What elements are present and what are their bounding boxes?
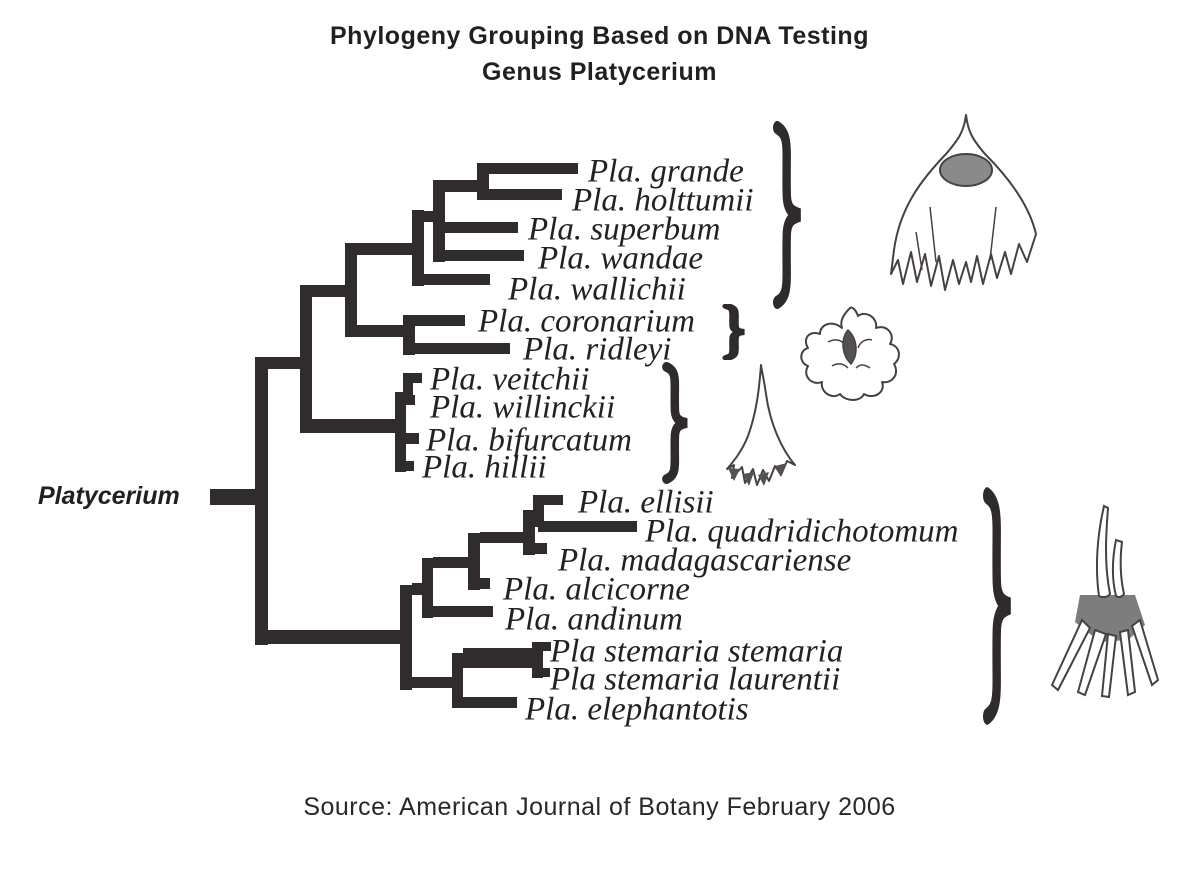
edge-stemaria-pair-vertical [532,642,543,678]
coronarium-fern-illustration [800,306,900,401]
branch-ellisii [544,495,563,505]
branch-stemaria-laurentii [543,668,550,677]
edge-veitchii-stem [305,419,398,433]
edge-veitchii-spine [395,392,406,472]
edge-stemaria-stem-bold [463,648,532,668]
branch-coronarium [415,315,465,326]
edge-asia-to-grande-group [357,243,412,255]
edge-upper-to-asia [312,285,345,297]
branch-madagascariense [535,543,547,554]
edge-coronarium-stem [350,325,403,337]
taxon-label-pla-superbum: Pla. superbum [528,211,721,248]
taxon-label-pla-stemaria-laurentii: Pla stemaria laurentii [550,661,841,698]
veitchii-group-fern-illustration [726,364,796,486]
branch-superbum [445,222,518,233]
edge-ellisii-madagascariense-vertical [523,510,535,555]
edge-trunk [255,357,268,645]
branch-quadridichotomum [538,521,637,532]
branch-elephantotis [463,697,517,708]
edge-grande-group-join [424,211,433,222]
coronarium-group-brace [722,304,745,360]
edge-lower-join [412,583,422,595]
taxon-label-pla-wallichii: Pla. wallichii [508,271,686,308]
grande-group-fern-illustration [890,114,1037,291]
root-genus-label: Platycerium [38,482,180,510]
diagram-title: Phylogeny Grouping Based on DNA Testing … [0,18,1199,90]
edge-grande-holttumii-vertical [477,163,489,200]
grande-group-brace [773,120,801,310]
afro-american-group-fern-illustration [1050,504,1160,699]
taxon-label-pla-madagascariense: Pla. madagascariense [558,542,852,579]
edge-veitchii-willinckii-vertical [403,373,413,405]
edge-ellisii-alcicorne-vertical [468,533,480,590]
edge-grande-wallichii-vertical [412,210,424,286]
taxon-label-pla-stemaria-stemaria: Pla stemaria stemaria [550,633,844,670]
taxon-label-pla-willinckii: Pla. willinckii [430,389,616,426]
branch-hillii [406,461,414,471]
source-citation: Source: American Journal of Botany Febru… [303,793,896,821]
taxon-label-pla-andinum: Pla. andinum [505,601,683,638]
branch-stemaria-stemaria [543,642,551,651]
edge-trunk-to-upper [268,357,300,369]
branch-ridleyi [415,343,510,354]
edge-grande-wandae-vertical [433,180,445,262]
branch-bifurcatum [406,433,419,444]
taxon-label-pla-ridleyi: Pla. ridleyi [523,331,672,368]
taxon-label-pla-elephantotis: Pla. elephantotis [525,691,749,728]
title-line-1: Phylogeny Grouping Based on DNA Testing [330,22,869,50]
edge-coronarium-ridleyi-vertical [403,315,415,355]
branch-willinckii [406,395,415,405]
edge-upper-main-vertical [300,285,312,433]
title-line-2: Genus Platycerium [482,58,717,86]
taxon-label-pla-wandae: Pla. wandae [538,240,703,277]
taxon-label-pla-coronarium: Pla. coronarium [478,303,695,340]
taxon-label-pla-veitchii: Pla. veitchii [430,361,590,398]
taxon-label-pla-grande: Pla. grande [588,153,744,190]
edge-ellisii-quadri-vertical [533,495,544,527]
branch-andinum [433,606,493,617]
branch-alcicorne [480,578,490,589]
branch-wandae [441,250,524,261]
afro-american-group-brace [983,487,1011,725]
edge-trunk-to-lower [255,630,400,644]
edge-stemaria-elephantotis-vertical [452,653,463,708]
taxon-label-pla-bifurcatum: Pla. bifurcatum [426,422,632,459]
edge-grande-holttumii-stem [445,180,477,192]
edge-ellisii-group-stem [480,532,523,543]
taxon-label-pla-holttumii: Pla. holttumii [572,182,754,219]
taxon-label-pla-hillii: Pla. hillii [422,449,547,486]
edge-lower-main-vertical [400,585,412,690]
branch-wallichii [412,274,490,285]
edge-root-stub [210,489,255,505]
veitchii-group-brace [662,362,688,484]
edge-afro-upper-vertical [422,558,433,618]
branch-grande [489,163,578,174]
edge-stemaria-clade-stem [412,677,452,688]
branch-veitchii [413,373,422,383]
branch-holttumii [489,189,562,200]
taxon-label-pla-quadridichotomum: Pla. quadridichotomum [645,513,959,550]
taxon-label-pla-ellisii: Pla. ellisii [578,484,714,521]
edge-afro-join [433,557,468,568]
taxon-label-pla-alcicorne: Pla. alcicorne [503,571,690,608]
edge-asia-vertical [345,243,357,337]
